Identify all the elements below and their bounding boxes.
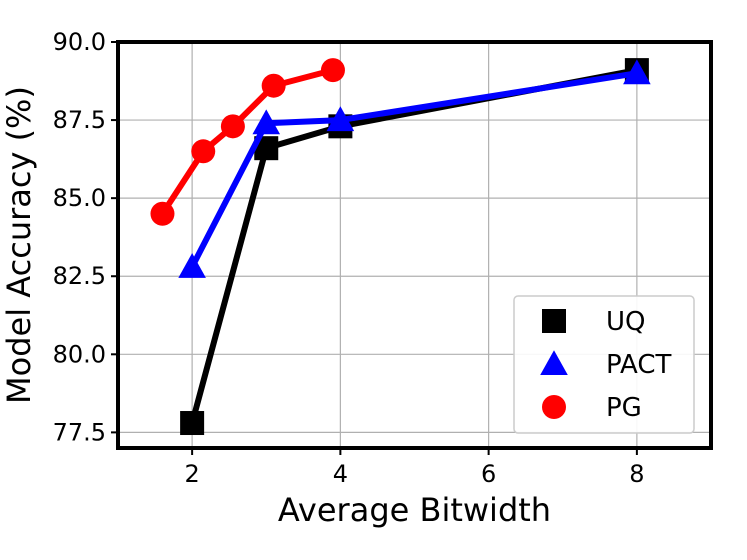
data-point-pact [326, 106, 355, 132]
series-layer [150, 58, 651, 436]
y-axis-label: Model Accuracy (%) [0, 86, 38, 404]
data-point-pg [150, 201, 175, 226]
legend-marker-pact [540, 350, 568, 376]
legend-label-pg: PG [606, 393, 642, 423]
legend-label-pact: PACT [606, 350, 671, 380]
y-tick-label: 82.5 [53, 262, 106, 290]
data-point-pg [261, 73, 286, 98]
x-tick-label: 4 [333, 460, 348, 488]
y-tick-label: 90.0 [53, 28, 106, 56]
series-line-pg [159, 67, 334, 216]
data-point-pact [178, 253, 206, 278]
legend-marker-pg [542, 395, 566, 419]
y-tick-label: 87.5 [53, 106, 106, 134]
data-point-pg [320, 58, 345, 83]
ticks: 2 4 6 8 77.5 80.0 82.5 85.0 87.5 90.0 [53, 28, 645, 488]
x-tick-label: 2 [184, 460, 199, 488]
x-tick-label: 6 [481, 460, 496, 488]
y-tick-label: 80.0 [53, 340, 106, 368]
legend-label-uq: UQ [606, 307, 646, 337]
x-tick-label: 8 [629, 460, 644, 488]
series-pg [150, 58, 345, 226]
data-point-pg [191, 139, 216, 164]
data-point-pact [623, 59, 651, 85]
x-axis-label: Average Bitwidth [278, 491, 551, 529]
data-point-pg [220, 114, 245, 139]
y-tick-label: 77.5 [53, 418, 106, 446]
y-tick-label: 85.0 [53, 184, 106, 212]
data-point-uq [180, 411, 205, 436]
legend-marker-uq [542, 309, 566, 333]
series-pact [178, 59, 651, 278]
data-point-pact [252, 109, 281, 135]
legend: UQ PACT PG [513, 295, 695, 434]
series-line-pact [189, 70, 638, 269]
plot-frame [116, 40, 713, 450]
